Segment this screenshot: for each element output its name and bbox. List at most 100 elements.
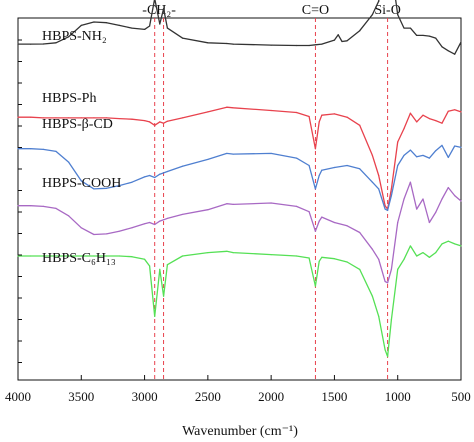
data-point	[154, 176, 156, 179]
data-point	[416, 34, 418, 37]
x-tick-label: 2500	[195, 389, 221, 404]
data-point	[359, 168, 361, 170]
data-point	[318, 121, 320, 123]
series-group	[17, 106, 462, 210]
data-point	[409, 149, 411, 151]
data-point	[106, 117, 108, 119]
data-point	[207, 111, 209, 113]
data-point	[460, 245, 462, 247]
data-point	[371, 154, 373, 157]
data-point	[422, 114, 424, 116]
annotation-label: Si-O	[374, 3, 400, 18]
data-point	[403, 128, 405, 130]
data-point	[378, 0, 380, 2]
data-point	[68, 215, 70, 217]
data-point	[207, 209, 209, 211]
data-point	[159, 220, 161, 222]
data-point	[159, 173, 161, 175]
data-point	[17, 255, 19, 257]
data-point	[270, 109, 272, 112]
data-point	[17, 116, 19, 118]
data-point	[118, 255, 120, 257]
plot-frame	[17, 17, 462, 381]
data-point	[371, 295, 373, 297]
data-point	[397, 14, 399, 16]
data-point	[409, 245, 411, 247]
data-point	[441, 198, 443, 200]
data-point	[80, 180, 82, 182]
data-point	[321, 256, 323, 258]
data-point	[416, 208, 418, 210]
data-point	[131, 118, 133, 120]
data-point	[55, 207, 57, 209]
data-point	[422, 198, 424, 200]
series-label: HBPS-β-CD	[42, 117, 113, 132]
x-tick-label: 3500	[68, 389, 94, 404]
data-point	[409, 112, 411, 114]
data-point	[154, 315, 156, 317]
data-point	[131, 27, 133, 29]
data-point	[428, 221, 430, 224]
data-point	[226, 152, 228, 155]
data-point	[314, 148, 317, 150]
series-group	[17, 181, 462, 284]
data-point	[416, 255, 418, 257]
data-point	[42, 117, 44, 119]
data-point	[93, 117, 95, 119]
data-point	[30, 116, 32, 118]
data-point	[384, 208, 386, 210]
data-point	[118, 230, 120, 232]
data-point	[428, 117, 430, 120]
data-point	[447, 110, 449, 112]
data-point	[131, 256, 133, 258]
data-point	[30, 43, 32, 45]
x-tick-label: 4000	[5, 389, 31, 404]
data-point	[166, 217, 168, 220]
data-point	[68, 255, 70, 257]
data-point	[435, 119, 437, 122]
data-point	[403, 154, 405, 157]
data-point	[295, 44, 298, 47]
data-point	[454, 53, 456, 55]
data-point	[390, 319, 392, 321]
data-point	[371, 248, 373, 250]
data-point	[441, 243, 443, 245]
data-point	[333, 221, 336, 224]
data-point	[232, 203, 234, 205]
annotation-label: -CH₂-	[142, 3, 176, 18]
data-point	[143, 258, 146, 260]
data-point	[93, 255, 95, 257]
data-point	[295, 205, 298, 207]
data-point	[270, 202, 272, 204]
data-point	[460, 146, 462, 148]
data-point	[80, 255, 82, 257]
data-point	[226, 203, 228, 205]
data-point	[333, 39, 336, 41]
data-point	[447, 240, 449, 242]
data-point	[378, 188, 380, 190]
data-point	[17, 205, 19, 207]
data-point	[232, 252, 234, 254]
data-point	[270, 254, 272, 256]
data-point	[346, 116, 348, 118]
data-point	[384, 280, 386, 283]
data-point	[166, 264, 168, 266]
data-point	[416, 156, 418, 158]
data-point	[460, 41, 462, 43]
data-point	[422, 252, 424, 254]
series-label-layer: HBPS-NH₂ HBPS-Ph HBPS-β-CD HBPS-COOH HBPS-C₆…	[42, 29, 121, 266]
data-point	[346, 40, 348, 42]
data-point	[207, 158, 209, 161]
data-point	[314, 285, 317, 287]
data-point	[17, 43, 19, 45]
data-point	[154, 223, 156, 226]
series-layer	[17, 0, 462, 358]
data-point	[386, 355, 389, 358]
series-label: HBPS-C₆H₁₃	[42, 251, 116, 266]
data-point	[428, 157, 430, 159]
data-point	[435, 37, 437, 39]
data-point	[42, 205, 44, 207]
data-point	[359, 30, 361, 32]
data-point	[314, 230, 317, 232]
data-point	[397, 164, 399, 167]
